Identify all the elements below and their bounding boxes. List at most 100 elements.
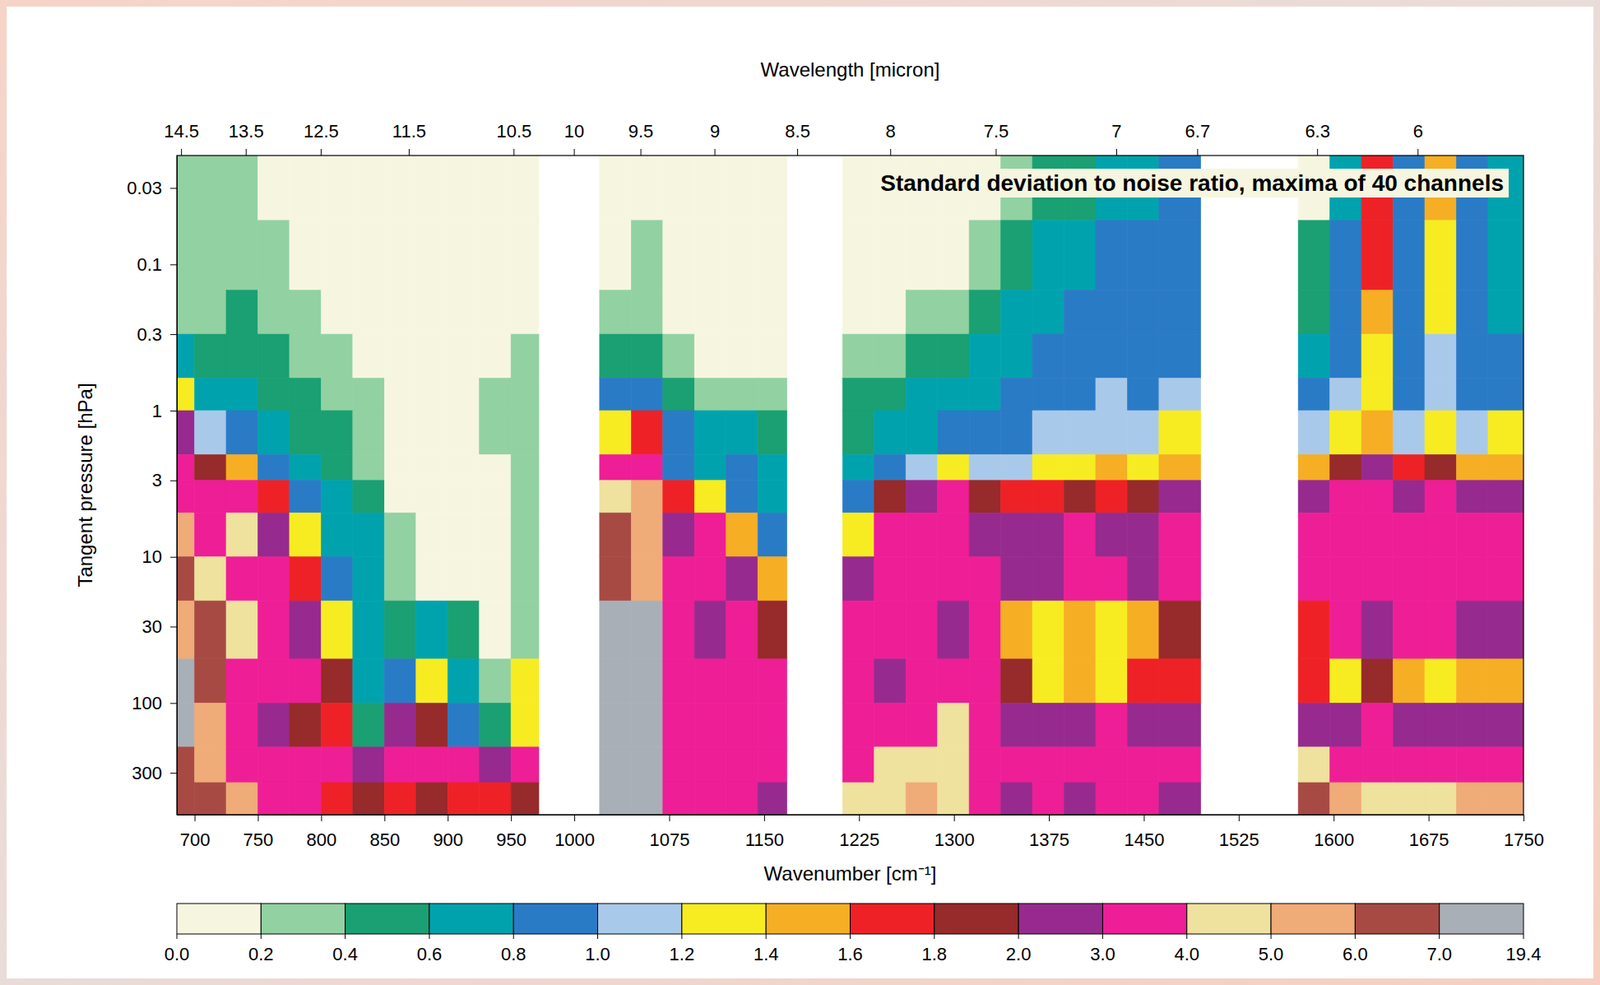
y-tick-mark xyxy=(170,333,177,335)
x-tick: 1525 xyxy=(1219,814,1260,850)
y-tick: 1 xyxy=(152,400,177,422)
heatmap-cell xyxy=(1456,480,1488,513)
heatmap-cell xyxy=(1456,512,1488,557)
heatmap-cell xyxy=(320,512,353,557)
heatmap-cell xyxy=(320,600,353,659)
heatmap-cell xyxy=(694,702,726,747)
heatmap-cell xyxy=(1159,290,1202,334)
colorbar-box xyxy=(429,903,514,934)
x-axis-title: Wavenumber [cm⁻¹] xyxy=(764,862,937,885)
heatmap-cell xyxy=(937,782,970,815)
heatmap-cell xyxy=(226,702,258,747)
heatmap-cell xyxy=(1032,782,1064,815)
x2-tick-label: 14.5 xyxy=(163,120,200,142)
heatmap-cell xyxy=(416,410,448,455)
y-tick-mark xyxy=(170,556,177,558)
heatmap-cell xyxy=(1330,702,1362,747)
heatmap-cell xyxy=(479,290,511,334)
colorbar: 0.00.20.40.60.81.01.21.41.61.82.03.04.05… xyxy=(164,903,1542,965)
heatmap-cell xyxy=(969,290,1001,334)
heatmap-cell xyxy=(874,512,906,557)
heatmap-cell xyxy=(194,220,227,291)
heatmap-cell xyxy=(1159,454,1202,480)
heatmap-cell xyxy=(905,290,937,334)
heatmap-cell xyxy=(663,333,695,378)
y-tick-label: 300 xyxy=(131,762,163,784)
heatmap-cell xyxy=(905,746,937,783)
heatmap-cell xyxy=(1393,333,1425,378)
x2-tick-label: 12.5 xyxy=(303,120,339,142)
heatmap-cell xyxy=(726,410,758,455)
heatmap-cell xyxy=(320,410,353,455)
heatmap-cell xyxy=(194,600,227,659)
heatmap-cell xyxy=(257,410,289,455)
heatmap-cell xyxy=(1424,702,1457,747)
heatmap-cell xyxy=(384,290,416,334)
x-tick-mark xyxy=(574,814,576,821)
colorbar-box xyxy=(850,903,935,934)
heatmap-cell xyxy=(510,454,539,480)
heatmap-cell xyxy=(1032,333,1064,378)
heatmap-cell xyxy=(1456,333,1488,378)
heatmap-cell xyxy=(352,746,385,783)
x-tick-label: 1150 xyxy=(745,829,784,850)
heatmap-cell xyxy=(1488,556,1524,601)
x-tick: 1750 xyxy=(1503,814,1545,850)
x2-tick-mark xyxy=(1417,148,1419,156)
heatmap-cell xyxy=(1488,782,1524,815)
heatmap-cell xyxy=(969,746,1001,783)
heatmap-cell xyxy=(874,556,906,601)
heatmap-cell xyxy=(1361,658,1393,703)
heatmap-cell xyxy=(416,155,448,221)
heatmap-cell xyxy=(320,155,353,221)
heatmap-cell xyxy=(630,454,663,480)
heatmap-cell xyxy=(194,155,227,221)
heatmap-cell xyxy=(757,556,787,601)
y-tick-label: 3 xyxy=(152,469,163,491)
heatmap-cell xyxy=(630,480,663,513)
heatmap-cell xyxy=(1126,220,1159,291)
heatmap-cell xyxy=(874,658,906,703)
heatmap-cell xyxy=(194,410,227,455)
heatmap-cell xyxy=(1064,746,1096,783)
heatmap-cell xyxy=(1330,782,1362,815)
heatmap-cell xyxy=(1361,556,1393,601)
heatmap-cell xyxy=(757,782,787,815)
y-tick: 0.3 xyxy=(136,324,177,345)
heatmap-cell xyxy=(1330,480,1362,513)
heatmap-cell xyxy=(194,556,227,601)
x2-tick-mark xyxy=(320,148,322,156)
heatmap-cell xyxy=(510,155,539,221)
heatmap-cell xyxy=(1488,333,1524,378)
heatmap-cell xyxy=(663,155,695,221)
heatmap-cell xyxy=(1001,290,1033,334)
heatmap-cell xyxy=(1095,220,1127,291)
heatmap-cell xyxy=(969,512,1001,557)
x2-tick-mark xyxy=(714,148,716,156)
heatmap-cell xyxy=(1424,454,1457,480)
heatmap-cell xyxy=(176,746,195,783)
x-tick-label: 1675 xyxy=(1409,829,1450,850)
heatmap-cell xyxy=(384,410,416,455)
x-tick-label: 900 xyxy=(432,829,464,850)
heatmap-cell xyxy=(599,333,631,378)
heatmap-cell xyxy=(1456,782,1488,815)
colorbar-tick-mark xyxy=(1438,933,1440,939)
heatmap-cell xyxy=(1298,333,1330,378)
x-tick: 950 xyxy=(496,814,527,850)
heatmap-cell xyxy=(874,333,906,378)
x-tick-mark xyxy=(858,814,860,821)
heatmap-cell xyxy=(384,702,416,747)
x2-tick-label: 13.5 xyxy=(228,120,265,142)
heatmap-cell xyxy=(874,702,906,747)
heatmap-cell xyxy=(842,746,874,783)
heatmap-cell xyxy=(447,410,479,455)
heatmap-cell xyxy=(289,454,321,480)
heatmap-cell xyxy=(1298,556,1330,601)
heatmap-cell xyxy=(663,220,695,291)
heatmap-cell xyxy=(726,480,758,513)
x2-axis-title: Wavelength [micron] xyxy=(760,58,941,81)
heatmap-cell xyxy=(905,702,937,747)
heatmap-cell xyxy=(447,155,479,221)
heatmap-cell xyxy=(257,782,289,815)
